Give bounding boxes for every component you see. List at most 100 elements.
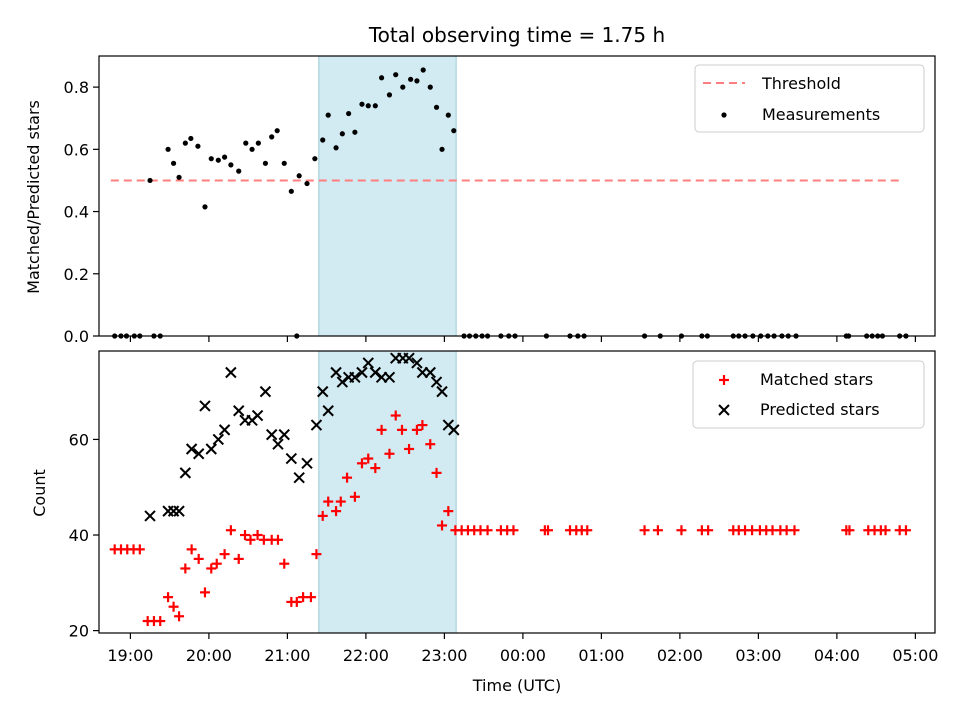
- predicted-star-point: [233, 405, 245, 417]
- matched-star-point: [789, 525, 800, 536]
- x-axis-label: Time (UTC): [472, 676, 561, 695]
- x-tick-label: 00:00: [500, 646, 546, 665]
- measurement-point: [195, 143, 201, 149]
- measurement-point: [433, 104, 440, 110]
- matched-star-point: [703, 525, 714, 536]
- matched-star-point: [305, 592, 316, 603]
- bottom-legend: Matched stars Predicted stars: [692, 360, 925, 429]
- measurement-point: [215, 157, 221, 163]
- y-tick-label: 0.6: [64, 140, 89, 159]
- matched-star-point: [431, 467, 442, 478]
- x-tick-label: 19:00: [107, 646, 153, 665]
- legend-matched-label: Matched stars: [760, 370, 873, 389]
- matched-star-point: [900, 525, 911, 536]
- predicted-star-point: [356, 366, 368, 379]
- predicted-star-point: [199, 400, 211, 412]
- predicted-star-point: [448, 424, 460, 436]
- predicted-star-point: [336, 376, 349, 388]
- matched-star-point: [376, 424, 387, 435]
- predicted-star-point: [411, 357, 423, 369]
- matched-star-point: [317, 510, 328, 521]
- matched-star-point: [397, 424, 408, 435]
- matched-star-point: [211, 558, 222, 569]
- y-tick-label: 0.2: [64, 265, 89, 284]
- x-tick-label: 21:00: [264, 646, 310, 665]
- x-tick-label: 01:00: [578, 646, 624, 665]
- predicted-star-point: [162, 505, 174, 517]
- legend-threshold-label: Threshold: [761, 74, 841, 93]
- matched-star-point: [245, 534, 256, 545]
- x-tick-label: 22:00: [343, 646, 389, 665]
- measurement-point: [312, 156, 318, 162]
- matched-star-point: [174, 611, 185, 622]
- predicted-star-point: [185, 443, 198, 455]
- bottom-legend-frame: [692, 360, 925, 429]
- top-panel: Total observing time = 1.75 h 0.00.20.40…: [24, 23, 936, 346]
- matched-star-point: [411, 424, 422, 435]
- matched-star-point: [335, 496, 346, 507]
- measurement-point: [147, 177, 153, 184]
- matched-star-point: [233, 553, 244, 564]
- measurement-point: [262, 160, 269, 166]
- measurement-point: [274, 128, 280, 134]
- matched-star-point: [582, 525, 593, 536]
- matched-star-point: [252, 530, 263, 541]
- measurement-point: [202, 204, 208, 210]
- measurement-point: [228, 162, 234, 168]
- chart-title: Total observing time = 1.75 h: [368, 23, 665, 47]
- predicted-star-point: [293, 471, 305, 484]
- bottom-y-axis-ticks: 20 40 60: [69, 430, 99, 641]
- top-plot-frame: [98, 55, 936, 337]
- matched-star-point: [199, 587, 210, 598]
- matched-star-point: [443, 506, 454, 517]
- measurement-point: [208, 156, 214, 162]
- matched-star-point: [356, 458, 367, 469]
- x-tick-label: 23:00: [421, 646, 467, 665]
- matched-star-point: [437, 520, 448, 531]
- legend-predicted-label: Predicted stars: [760, 400, 880, 419]
- predicted-star-point: [179, 467, 192, 479]
- measurement-point: [427, 84, 433, 90]
- measurement-point: [288, 188, 294, 194]
- y-tick-label: 0.8: [64, 78, 89, 97]
- predicted-star-point: [436, 385, 448, 398]
- measurement-point: [325, 112, 331, 118]
- measurement-point: [333, 145, 339, 151]
- matched-star-point: [417, 420, 428, 431]
- predicted-star-point: [424, 366, 436, 379]
- matched-stars-points: [109, 410, 911, 627]
- bottom-plot-frame: [98, 350, 936, 634]
- top-shaded-span: [318, 55, 457, 337]
- predicted-star-point: [205, 443, 217, 455]
- bottom-panel: 20 40 60 19:00 20:00 21:00 22:00 23:00 00:00 01:…: [30, 350, 938, 695]
- matched-star-point: [880, 525, 891, 536]
- predicted-star-point: [272, 438, 284, 450]
- x-tick-label: 02:00: [657, 646, 703, 665]
- predicted-star-point: [403, 352, 415, 364]
- matched-star-point: [168, 601, 179, 612]
- matched-star-point: [186, 544, 197, 555]
- predicted-star-point: [317, 385, 329, 398]
- legend-measurements-swatch: [721, 112, 727, 118]
- matched-star-point: [180, 563, 191, 574]
- measurement-point: [165, 146, 171, 152]
- y-tick-label: 0.4: [64, 203, 89, 222]
- x-tick-label: 04:00: [814, 646, 860, 665]
- bottom-x-axis-ticks: 19:00 20:00 21:00 22:00 23:00 00:00 01:00 02:00…: [107, 633, 938, 665]
- bottom-y-axis-label: Count: [30, 469, 49, 517]
- predicted-star-point: [225, 366, 237, 379]
- matched-star-point: [844, 525, 855, 536]
- measurement-point: [339, 131, 345, 137]
- measurement-point: [439, 146, 445, 152]
- measurement-point: [393, 72, 399, 78]
- predicted-star-point: [218, 424, 231, 436]
- predicted-star-point: [259, 385, 272, 398]
- measurement-point: [281, 160, 287, 166]
- legend-measurements-label: Measurements: [762, 105, 880, 124]
- predicted-star-point: [192, 448, 205, 460]
- top-legend-frame: [694, 64, 925, 133]
- predicted-star-point: [278, 428, 290, 441]
- predicted-star-point: [265, 428, 278, 441]
- matched-star-point: [404, 443, 415, 454]
- matched-star-point: [163, 592, 174, 603]
